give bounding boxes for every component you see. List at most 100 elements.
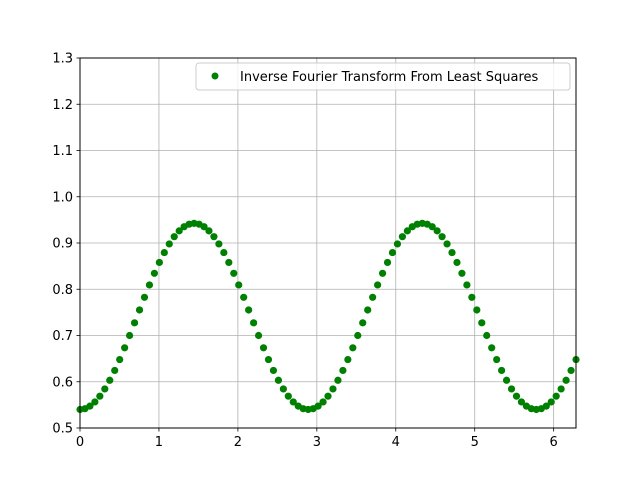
data-point [126,331,134,340]
data-point [349,344,357,352]
data-point [393,240,402,248]
data-point [448,248,456,257]
legend-box [195,62,571,91]
data-point [359,319,367,327]
data-point [215,240,223,248]
y-tick-label: 1.0 [52,190,73,205]
data-point [334,376,342,384]
data-point [150,269,159,277]
data-point [130,319,139,327]
data-point [259,344,268,352]
data-point [155,258,163,267]
data-point [165,240,173,248]
data-point [383,258,392,267]
y-tick-label: 0.7 [52,329,73,344]
data-point [269,366,278,375]
data-point [170,233,178,241]
data-point [398,233,407,241]
data-point [254,331,263,340]
data-point [344,355,352,364]
data-point [324,392,332,400]
y-tick-label: 1.1 [52,144,73,159]
data-point [106,376,114,384]
data-point [498,366,506,375]
data-point [205,227,213,235]
data-point [517,398,526,406]
data-point [339,366,347,375]
data-point [369,293,377,301]
data-point [512,392,521,400]
data-point [140,293,149,301]
data-point [488,344,496,352]
y-tick-label: 1.3 [52,52,73,67]
data-point [463,281,471,289]
data-point [200,223,208,231]
data-point [443,240,451,248]
data-point [542,402,550,410]
data-point [230,269,238,277]
data-point [250,319,258,327]
data-point [493,355,501,364]
data-point [91,398,99,406]
x-tick-label: 3 [313,435,321,450]
data-points [76,219,580,414]
data-point [245,306,253,314]
x-axis: 0 1 2 3 4 5 6 [76,428,558,450]
x-tick-label: 4 [392,435,400,450]
data-point [284,392,292,400]
data-point [433,227,441,235]
data-point [458,269,466,277]
data-point [319,398,327,406]
data-point [329,385,337,393]
y-tick-label: 1.2 [52,98,73,113]
data-point [378,269,387,277]
y-tick-label: 0.5 [52,422,73,437]
data-point [264,355,273,364]
legend-marker [211,72,219,80]
data-point [374,281,382,289]
data-point [552,392,560,400]
data-point [160,248,168,257]
data-point [364,306,372,314]
data-point [225,258,233,267]
data-point [116,355,124,364]
data-point [473,306,481,314]
data-point [403,227,411,235]
data-point [220,248,228,257]
data-point [175,227,183,235]
y-tick-label: 0.8 [52,283,73,298]
y-tick-label: 0.9 [52,237,73,252]
data-point [483,331,491,340]
data-point [557,385,565,393]
data-point [567,366,575,375]
data-point [502,376,511,384]
data-point [121,344,129,352]
legend: Inverse Fourier Transform From Least Squ… [195,62,571,91]
data-point [428,223,436,231]
plot-area: 0 1 2 3 4 5 6 0.5 0.6 0.7 0.8 0.9 1.0 1.1 1.2 1.3 [52,52,580,450]
data-point [240,293,248,301]
legend-label: Inverse Fourier Transform From Least Squ… [240,70,539,85]
data-point [289,398,297,406]
data-point [145,281,154,289]
data-point [96,392,104,400]
data-point [210,233,218,241]
data-point [235,281,243,289]
data-point [453,258,461,267]
data-point [547,398,555,406]
data-point [468,293,476,301]
data-point [101,385,109,393]
x-tick-label: 5 [471,435,479,450]
data-point [86,402,94,410]
x-tick-label: 2 [234,435,242,450]
data-point [388,248,397,257]
x-tick-label: 6 [550,435,558,450]
data-point [279,385,287,393]
data-point [135,306,144,314]
data-point [478,319,486,327]
y-axis: 0.5 0.6 0.7 0.8 0.9 1.0 1.1 1.2 1.3 [52,52,80,437]
x-tick-label: 0 [76,435,84,450]
y-tick-label: 0.6 [52,375,73,390]
data-point [111,366,119,375]
